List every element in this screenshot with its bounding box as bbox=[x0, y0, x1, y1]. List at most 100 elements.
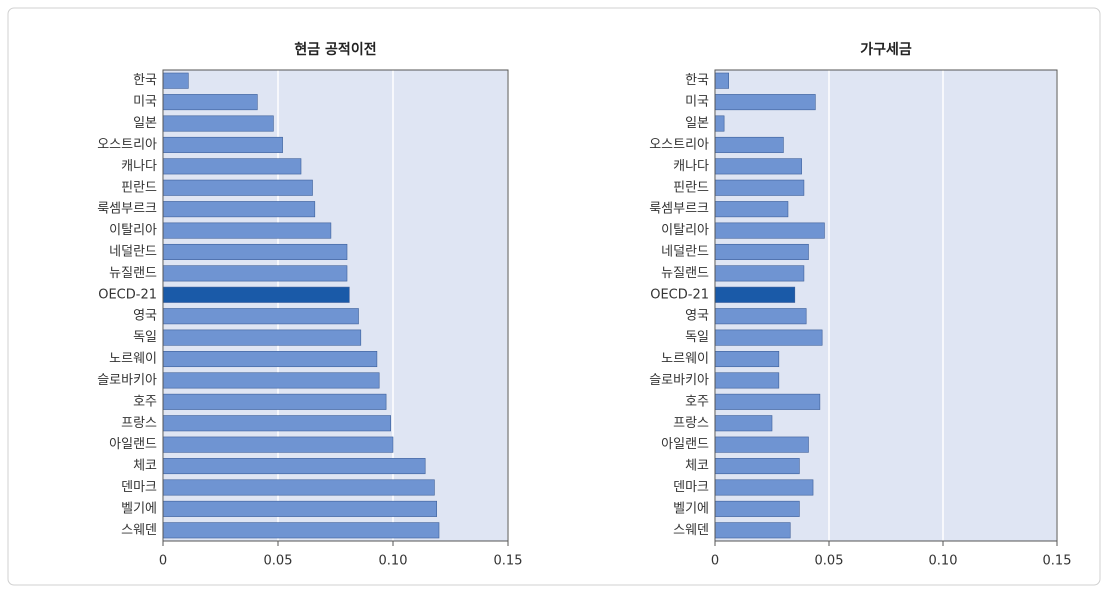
bar bbox=[714, 329, 823, 346]
y-tick-label: 미국 bbox=[685, 95, 709, 110]
y-tick-label: 뉴질랜드 bbox=[109, 266, 157, 281]
y-tick-label: 핀란드 bbox=[673, 180, 709, 195]
bar bbox=[714, 158, 802, 175]
bar bbox=[714, 94, 816, 111]
y-tick-label: 캐나다 bbox=[121, 159, 157, 174]
y-tick-label: 덴마크 bbox=[673, 480, 709, 495]
y-tick-label: 한국 bbox=[685, 73, 709, 88]
bar bbox=[162, 329, 362, 346]
bar bbox=[714, 458, 800, 475]
bar bbox=[162, 136, 283, 153]
bar bbox=[162, 158, 302, 175]
chart-title: 현금 공적이전 bbox=[294, 41, 376, 58]
y-tick-label: 호주 bbox=[133, 394, 157, 409]
bar bbox=[714, 436, 809, 453]
x-tick-label: 0.15 bbox=[1043, 554, 1072, 569]
y-tick-label: 독일 bbox=[685, 330, 709, 345]
y-tick-label: 체코 bbox=[685, 459, 709, 474]
bar bbox=[162, 179, 313, 196]
y-tick-label: 네덜란드 bbox=[661, 244, 709, 259]
plot-border bbox=[162, 69, 509, 542]
y-tick-label: 영국 bbox=[133, 309, 157, 324]
x-tick-label: 0.05 bbox=[264, 554, 293, 569]
y-tick-label: 룩셈부르크 bbox=[97, 202, 157, 217]
bar bbox=[714, 243, 809, 260]
y-tick-label: 아일랜드 bbox=[109, 437, 157, 452]
y-tick-label: 미국 bbox=[133, 95, 157, 110]
y-tick-label: 오스트리아 bbox=[649, 137, 709, 152]
y-tick-label: 덴마크 bbox=[121, 480, 157, 495]
y-tick-label: 벨기에 bbox=[673, 501, 709, 516]
bar bbox=[162, 115, 274, 132]
y-tick-label: 캐나다 bbox=[673, 159, 709, 174]
y-tick-label: 아일랜드 bbox=[661, 437, 709, 452]
y-tick-label: 핀란드 bbox=[121, 180, 157, 195]
bar bbox=[714, 265, 805, 282]
plot-border bbox=[714, 69, 1058, 542]
bar bbox=[162, 351, 378, 368]
bar bbox=[162, 243, 348, 260]
bar bbox=[714, 372, 780, 389]
y-tick-label: OECD-21 bbox=[98, 287, 157, 302]
chart-title: 가구세금 bbox=[860, 42, 912, 58]
bar bbox=[714, 522, 791, 539]
bar bbox=[162, 436, 394, 453]
x-tick-label: 0 bbox=[711, 554, 719, 569]
bar bbox=[714, 201, 789, 218]
y-tick-label: 체코 bbox=[133, 459, 157, 474]
bar bbox=[162, 415, 391, 432]
y-tick-label: 뉴질랜드 bbox=[661, 266, 709, 281]
y-tick-label: 벨기에 bbox=[121, 501, 157, 516]
bar bbox=[714, 115, 725, 132]
bar bbox=[714, 479, 814, 496]
y-tick-label: 한국 bbox=[133, 73, 157, 88]
y-tick-label: 스웨덴 bbox=[121, 523, 157, 538]
x-tick-label: 0.15 bbox=[494, 554, 523, 569]
y-tick-label: 이탈리아 bbox=[661, 223, 709, 238]
x-tick-label: 0.10 bbox=[929, 554, 958, 569]
bar bbox=[714, 308, 807, 325]
bar bbox=[162, 458, 426, 475]
bar bbox=[714, 393, 821, 410]
y-tick-label: 슬로바키아 bbox=[649, 373, 709, 388]
bar bbox=[162, 372, 380, 389]
y-tick-label: 일본 bbox=[685, 116, 709, 131]
y-tick-label: OECD-21 bbox=[650, 287, 709, 302]
bar bbox=[162, 286, 350, 303]
bar bbox=[162, 500, 438, 517]
bar bbox=[714, 500, 800, 517]
bar bbox=[714, 72, 729, 89]
y-tick-label: 노르웨이 bbox=[661, 352, 709, 367]
y-tick-label: 독일 bbox=[133, 330, 157, 345]
bar bbox=[714, 222, 825, 239]
y-tick-label: 호주 bbox=[685, 394, 709, 409]
y-tick-label: 오스트리아 bbox=[97, 137, 157, 152]
y-tick-label: 슬로바키아 bbox=[97, 373, 157, 388]
y-tick-label: 영국 bbox=[685, 309, 709, 324]
y-tick-label: 프랑스 bbox=[121, 416, 157, 431]
bar bbox=[714, 179, 805, 196]
y-tick-label: 이탈리아 bbox=[109, 223, 157, 238]
bar bbox=[714, 136, 784, 153]
bar bbox=[162, 222, 332, 239]
y-tick-label: 프랑스 bbox=[673, 416, 709, 431]
bar bbox=[714, 351, 780, 368]
bar bbox=[162, 522, 440, 539]
x-tick-label: 0 bbox=[159, 554, 167, 569]
y-tick-label: 노르웨이 bbox=[109, 352, 157, 367]
x-tick-label: 0.10 bbox=[379, 554, 408, 569]
x-tick-label: 0.05 bbox=[815, 554, 844, 569]
y-tick-label: 일본 bbox=[133, 116, 157, 131]
y-tick-label: 스웨덴 bbox=[673, 523, 709, 538]
y-tick-label: 네덜란드 bbox=[109, 244, 157, 259]
bar bbox=[714, 286, 796, 303]
bar bbox=[162, 201, 316, 218]
bar bbox=[162, 308, 359, 325]
y-tick-label: 룩셈부르크 bbox=[649, 202, 709, 217]
bar bbox=[162, 479, 435, 496]
bar bbox=[162, 94, 258, 111]
bar bbox=[162, 393, 387, 410]
bar bbox=[714, 415, 773, 432]
